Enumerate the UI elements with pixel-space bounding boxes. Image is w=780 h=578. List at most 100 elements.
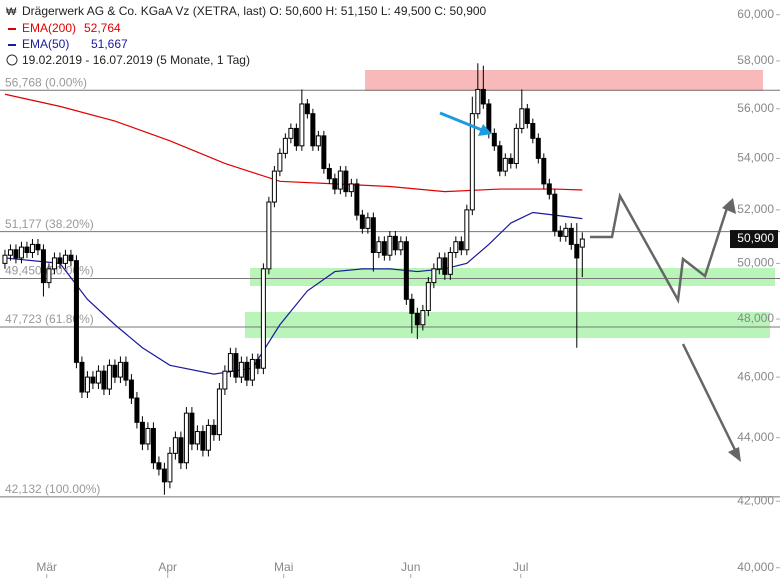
candle-body: [310, 113, 316, 147]
candle-body: [178, 437, 184, 464]
candle-body: [18, 246, 24, 259]
candle-body: [337, 170, 343, 190]
legend-value: 51,667: [91, 37, 128, 51]
candle-body: [13, 249, 19, 259]
candle-body: [403, 241, 409, 300]
candle-body: [112, 364, 118, 378]
candle-body: [277, 152, 283, 172]
x-tick-label: Jun: [401, 560, 420, 574]
candle-body: [189, 412, 195, 445]
candle-body: [425, 282, 431, 312]
candle-body: [200, 431, 206, 451]
y-tick-label: 46,000: [737, 369, 774, 383]
candle-body: [304, 103, 310, 115]
candle-body: [354, 183, 360, 216]
candle-body: [117, 361, 123, 378]
arrow-head: [722, 198, 736, 214]
candle-body: [381, 241, 387, 256]
candle-body: [233, 353, 239, 378]
candle-body: [128, 379, 134, 399]
fib-label: 42,132 (100.00%): [5, 482, 100, 496]
candle-body: [46, 268, 52, 284]
candle-body: [205, 424, 211, 451]
candle-body: [266, 201, 272, 270]
candle-body: [299, 103, 305, 147]
candle-body: [156, 462, 162, 470]
candle-body: [557, 230, 563, 237]
candle-body: [216, 388, 222, 436]
candle-body: [458, 241, 464, 251]
candle-body: [123, 361, 129, 381]
y-tick-label: 50,000: [737, 256, 774, 270]
candle-body: [172, 437, 178, 454]
candle-body: [563, 227, 569, 237]
candle-body: [315, 135, 321, 147]
candle-body: [24, 246, 30, 254]
candle-body: [332, 178, 338, 190]
arrow-head: [728, 447, 741, 462]
y-tick-label: 52,000: [737, 202, 774, 216]
candle-body: [453, 241, 459, 254]
candle-body: [101, 370, 107, 390]
candle-body: [145, 427, 151, 445]
candle-body: [579, 238, 585, 248]
candle-body: [530, 122, 536, 139]
fib-label: 47,723 (61.80%): [5, 312, 94, 326]
candle-body: [73, 260, 79, 363]
candle-body: [238, 361, 244, 378]
support-zone: [245, 312, 770, 338]
last-price-box: [730, 230, 778, 249]
candle-body: [359, 214, 365, 229]
candle-body: [167, 452, 173, 483]
y-tick-label: 44,000: [737, 430, 774, 444]
candle-body: [194, 431, 200, 445]
candle-body: [249, 358, 255, 381]
candle-body: [480, 88, 486, 105]
candle-body: [79, 361, 85, 393]
candle-body: [387, 235, 393, 256]
candle-body: [365, 217, 371, 229]
candle-body: [321, 135, 327, 170]
candle-body: [35, 243, 41, 251]
ema-line: [4, 93, 583, 193]
candle-body: [227, 353, 233, 372]
candle-body: [552, 193, 558, 232]
candle-body: [288, 127, 294, 139]
fib-label: 51,177 (38.20%): [5, 217, 94, 231]
candle-body: [491, 132, 497, 147]
fib-label: 56,768 (0.00%): [5, 75, 87, 89]
candle-body: [260, 268, 266, 369]
candle-body: [475, 88, 481, 115]
chart-icon: ₩: [6, 6, 17, 18]
candle-body: [398, 241, 404, 251]
plot-area: 56,768 (0.00%)51,177 (38.20%)49,450 (50.…: [0, 63, 780, 498]
candle-body: [513, 127, 519, 164]
x-tick-label: Mai: [274, 560, 293, 574]
candle-body: [508, 157, 514, 164]
candle-body: [106, 364, 112, 390]
y-tick-label: 42,000: [737, 493, 774, 507]
candle-body: [183, 412, 189, 464]
candle-body: [568, 227, 574, 245]
candle-body: [420, 310, 426, 326]
candle-body: [442, 257, 448, 275]
last-price-label: 50,900: [737, 231, 774, 245]
candle-body: [464, 209, 470, 251]
candle-body: [2, 254, 8, 264]
ema-line: [4, 211, 583, 375]
candle-body: [469, 113, 475, 211]
candle-body: [161, 468, 167, 483]
support-zone: [250, 268, 775, 286]
candle-body: [326, 168, 332, 180]
candle-body: [524, 108, 530, 124]
candle-body: [409, 298, 415, 314]
candle-body: [57, 257, 63, 264]
y-tick-label: 56,000: [737, 101, 774, 115]
candle-body: [293, 127, 299, 147]
legend-label: EMA(50): [22, 37, 69, 51]
candle-body: [29, 243, 35, 254]
x-tick-label: Apr: [158, 560, 177, 574]
candle-body: [282, 137, 288, 154]
y-tick-label: 60,000: [737, 7, 774, 21]
chart-subtitle: 19.02.2019 - 16.07.2019 (5 Monate, 1 Tag…: [22, 53, 250, 67]
